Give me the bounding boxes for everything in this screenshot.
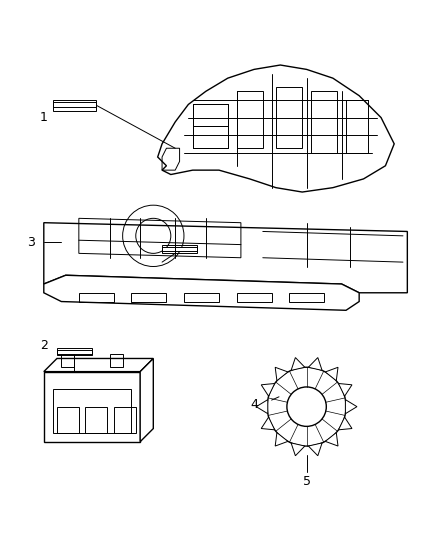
Polygon shape [158,65,394,192]
Polygon shape [162,247,197,251]
Text: 5: 5 [303,474,311,488]
Polygon shape [325,367,338,381]
Polygon shape [44,275,359,310]
Polygon shape [291,443,305,456]
Text: 4: 4 [250,398,258,411]
Circle shape [267,367,346,446]
Circle shape [287,387,326,426]
Polygon shape [291,358,305,370]
Polygon shape [261,383,275,396]
Polygon shape [261,417,275,430]
Polygon shape [275,433,288,446]
Polygon shape [44,223,407,293]
Polygon shape [44,359,153,372]
Polygon shape [275,367,288,381]
Text: 1: 1 [40,111,48,124]
Polygon shape [44,372,140,442]
Polygon shape [53,102,96,107]
Polygon shape [140,359,153,442]
Polygon shape [339,417,352,430]
Polygon shape [308,443,322,456]
Polygon shape [346,400,357,414]
Polygon shape [325,433,338,446]
Text: 2: 2 [40,339,48,352]
Polygon shape [57,350,92,354]
Polygon shape [256,400,268,414]
Text: 3: 3 [27,236,35,249]
Polygon shape [308,358,322,370]
Polygon shape [339,383,352,396]
